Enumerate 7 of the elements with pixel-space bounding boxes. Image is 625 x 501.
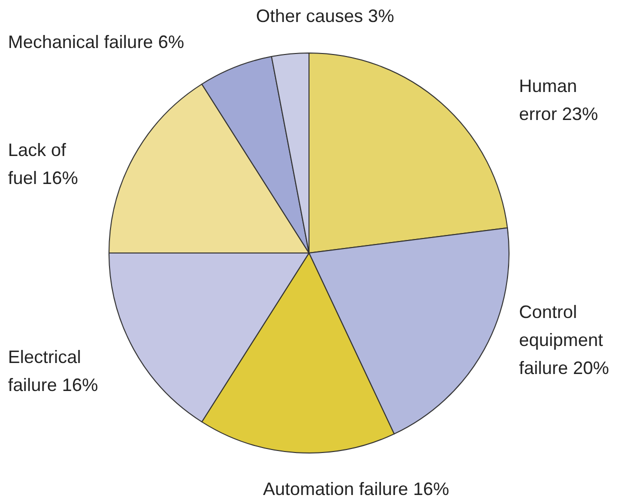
slice-label: Control equipment failure 20% [519,302,610,378]
slice-label: Lack of fuel 16% [8,140,78,188]
slice-label: Mechanical failure 6% [8,32,184,52]
slice-label: Electrical failure 16% [8,347,98,395]
slice-label: Human error 23% [519,76,598,124]
slice-label: Automation failure 16% [263,479,450,499]
slice-label: Other causes 3% [256,6,394,26]
